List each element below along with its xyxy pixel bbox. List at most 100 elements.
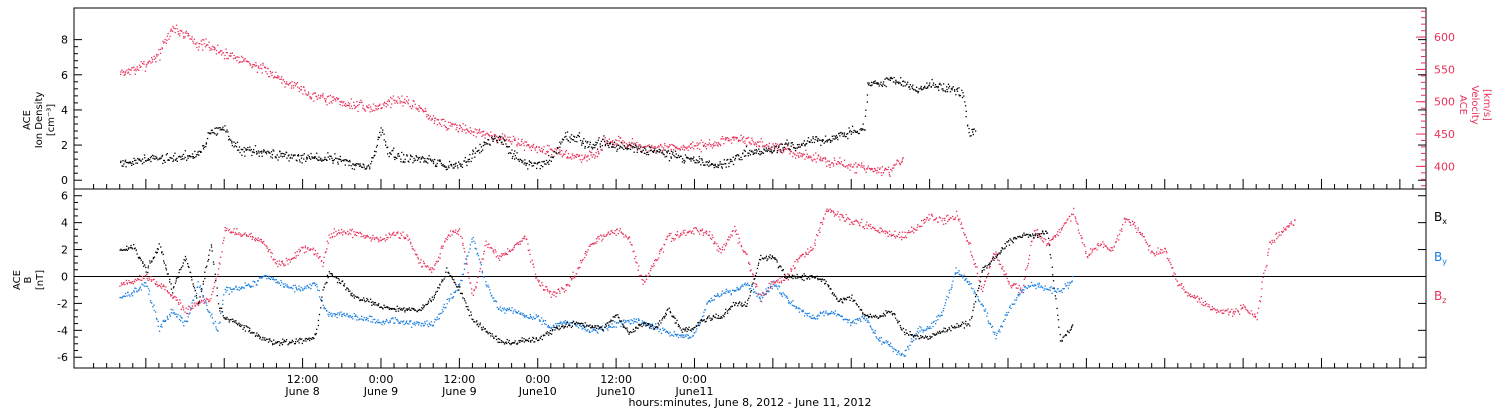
bz-point bbox=[543, 288, 545, 291]
by-point bbox=[602, 330, 605, 332]
bz-point bbox=[672, 237, 675, 240]
bz-point bbox=[387, 236, 389, 239]
velocity-point bbox=[768, 142, 770, 144]
density-point bbox=[352, 163, 354, 165]
bz-point bbox=[720, 252, 722, 254]
bz-point bbox=[964, 233, 966, 236]
bz-point bbox=[930, 214, 933, 216]
bz-point bbox=[520, 240, 522, 242]
by-point bbox=[341, 314, 343, 316]
velocity-point bbox=[388, 99, 390, 101]
density-point bbox=[134, 159, 136, 162]
bz-point bbox=[199, 302, 201, 304]
velocity-point bbox=[229, 52, 232, 55]
density-point bbox=[236, 141, 239, 143]
density-point bbox=[680, 155, 682, 157]
by-point bbox=[798, 307, 800, 309]
velocity-point bbox=[265, 71, 267, 73]
density-point bbox=[839, 132, 841, 134]
bz-point bbox=[172, 297, 175, 299]
velocity-point bbox=[312, 93, 314, 95]
bz-point bbox=[1241, 306, 1244, 309]
density-point bbox=[659, 151, 661, 153]
by-point bbox=[907, 346, 909, 348]
bz-point bbox=[680, 232, 682, 234]
density-point bbox=[814, 138, 816, 141]
bz-point bbox=[1047, 243, 1049, 245]
bz-point bbox=[486, 244, 488, 246]
density-point bbox=[635, 146, 637, 148]
bz-point bbox=[466, 263, 468, 265]
velocity-point bbox=[696, 147, 699, 150]
by-point bbox=[622, 323, 624, 325]
bz-point bbox=[1087, 256, 1089, 259]
density-point bbox=[363, 166, 365, 168]
bz-point bbox=[1245, 308, 1247, 310]
bz-point bbox=[1157, 247, 1159, 249]
bz-point bbox=[397, 231, 399, 233]
bz-point bbox=[330, 233, 333, 235]
by-point bbox=[141, 283, 143, 285]
density-point bbox=[308, 157, 311, 159]
bz-point bbox=[597, 236, 599, 238]
bz-point bbox=[365, 235, 367, 237]
by-point bbox=[240, 286, 243, 288]
velocity-point bbox=[237, 56, 239, 58]
velocity-point bbox=[451, 122, 453, 125]
bz-point bbox=[479, 268, 481, 270]
bz-point bbox=[187, 308, 189, 310]
velocity-point bbox=[667, 147, 669, 149]
density-point bbox=[120, 161, 122, 164]
by-point bbox=[696, 328, 698, 330]
density-point bbox=[123, 163, 125, 165]
density-point bbox=[400, 158, 402, 160]
velocity-point bbox=[783, 151, 785, 153]
bz-point bbox=[198, 303, 200, 305]
velocity-point bbox=[455, 128, 457, 131]
bz-point bbox=[1151, 250, 1153, 252]
velocity-point bbox=[878, 171, 880, 174]
by-point bbox=[527, 317, 529, 319]
bz-point bbox=[874, 227, 876, 229]
density-point bbox=[216, 133, 219, 135]
velocity-point bbox=[269, 70, 271, 73]
bz-point bbox=[879, 232, 881, 234]
by-point bbox=[841, 315, 843, 318]
bz-point bbox=[1048, 242, 1050, 244]
density-point bbox=[136, 162, 139, 164]
bz-point bbox=[628, 237, 630, 239]
density-point bbox=[650, 149, 652, 151]
density-point bbox=[629, 148, 632, 150]
bz-point bbox=[155, 281, 158, 283]
bz-point bbox=[366, 234, 369, 237]
velocity-point bbox=[706, 144, 708, 146]
by-point bbox=[320, 299, 322, 301]
bz-point bbox=[150, 276, 152, 278]
density-point bbox=[502, 143, 504, 145]
by-point bbox=[880, 336, 882, 339]
by-point bbox=[591, 327, 593, 329]
bz-point bbox=[548, 292, 551, 294]
bz-point bbox=[1065, 222, 1067, 224]
density-point bbox=[697, 162, 699, 164]
by-point bbox=[863, 318, 865, 320]
bz-point bbox=[505, 253, 507, 255]
by-point bbox=[801, 311, 803, 313]
by-point bbox=[329, 313, 331, 316]
bz-point bbox=[885, 230, 887, 233]
bz-point bbox=[1204, 305, 1206, 307]
by-point bbox=[480, 264, 482, 266]
bz-point bbox=[1046, 243, 1048, 245]
bz-point bbox=[1102, 246, 1105, 249]
by-point bbox=[352, 318, 354, 320]
density-point bbox=[243, 151, 245, 153]
bz-point bbox=[307, 247, 309, 249]
velocity-point bbox=[740, 134, 742, 136]
by-point bbox=[145, 285, 147, 287]
density-point bbox=[806, 142, 808, 145]
velocity-point bbox=[376, 109, 378, 111]
bz-point bbox=[498, 259, 501, 261]
density-point bbox=[558, 152, 560, 154]
density-point bbox=[675, 153, 677, 155]
velocity-point bbox=[856, 166, 858, 168]
